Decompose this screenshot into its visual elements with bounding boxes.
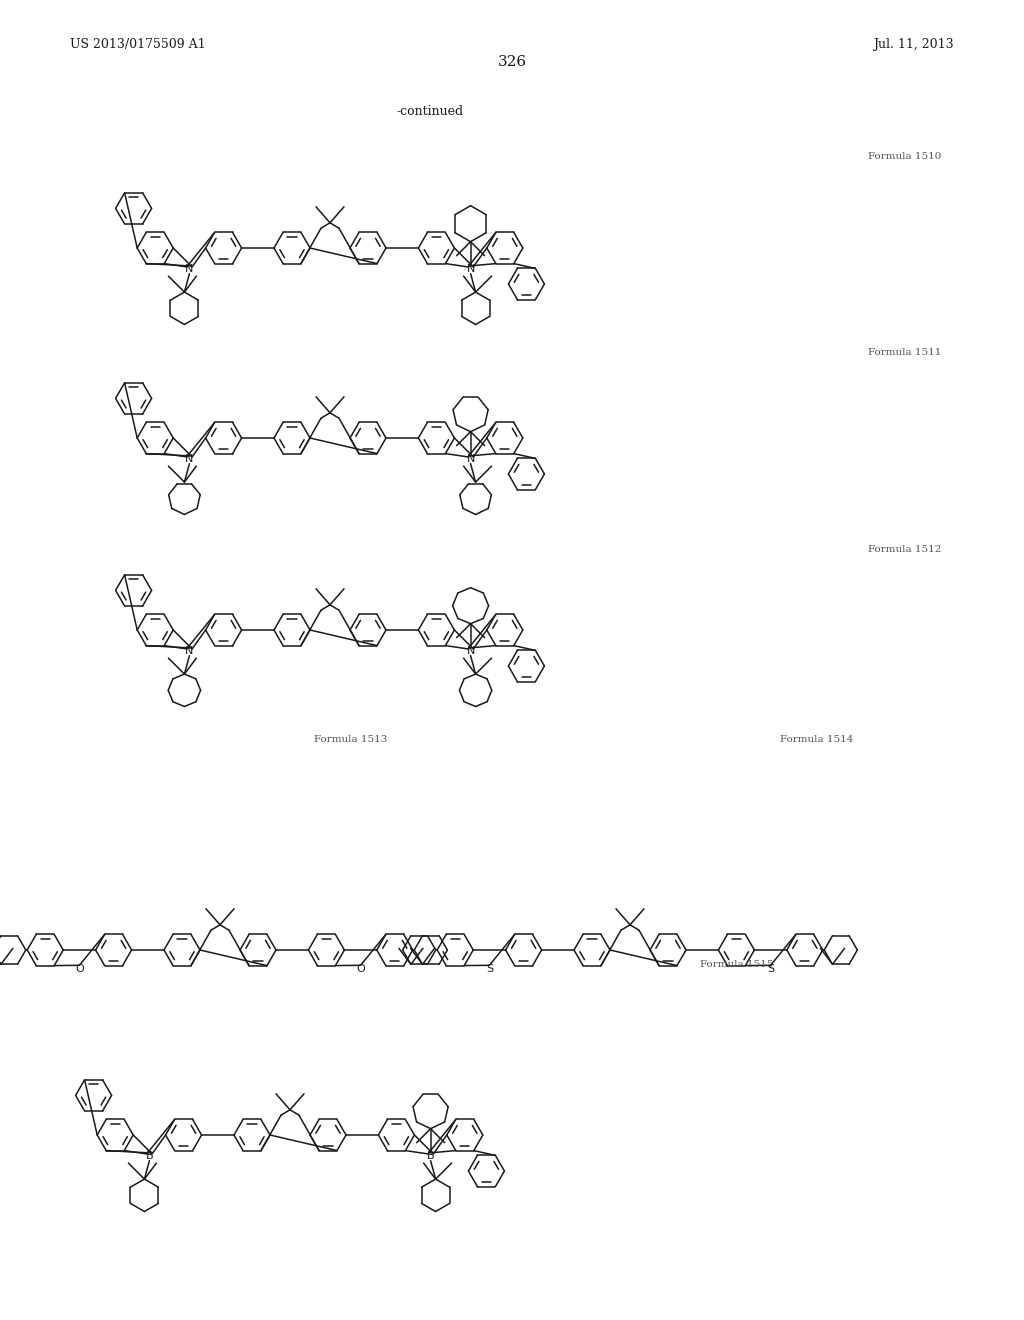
Text: -continued: -continued bbox=[396, 106, 464, 117]
Text: S: S bbox=[767, 965, 774, 974]
Text: N: N bbox=[466, 454, 475, 463]
Text: N: N bbox=[185, 454, 194, 463]
Text: Formula 1512: Formula 1512 bbox=[868, 545, 941, 554]
Text: Formula 1511: Formula 1511 bbox=[868, 348, 941, 356]
Text: B: B bbox=[145, 1151, 154, 1160]
Text: N: N bbox=[466, 264, 475, 273]
Text: Formula 1514: Formula 1514 bbox=[780, 735, 853, 744]
Text: O: O bbox=[75, 965, 84, 974]
Text: S: S bbox=[485, 965, 493, 974]
Text: Formula 1515: Formula 1515 bbox=[700, 960, 773, 969]
Text: US 2013/0175509 A1: US 2013/0175509 A1 bbox=[70, 38, 206, 51]
Text: O: O bbox=[356, 965, 365, 974]
Text: 326: 326 bbox=[498, 55, 526, 69]
Text: Formula 1510: Formula 1510 bbox=[868, 152, 941, 161]
Text: N: N bbox=[466, 645, 475, 656]
Text: N: N bbox=[185, 645, 194, 656]
Text: Formula 1513: Formula 1513 bbox=[314, 735, 387, 744]
Text: Jul. 11, 2013: Jul. 11, 2013 bbox=[873, 38, 954, 51]
Text: N: N bbox=[185, 264, 194, 273]
Text: B: B bbox=[427, 1151, 434, 1160]
